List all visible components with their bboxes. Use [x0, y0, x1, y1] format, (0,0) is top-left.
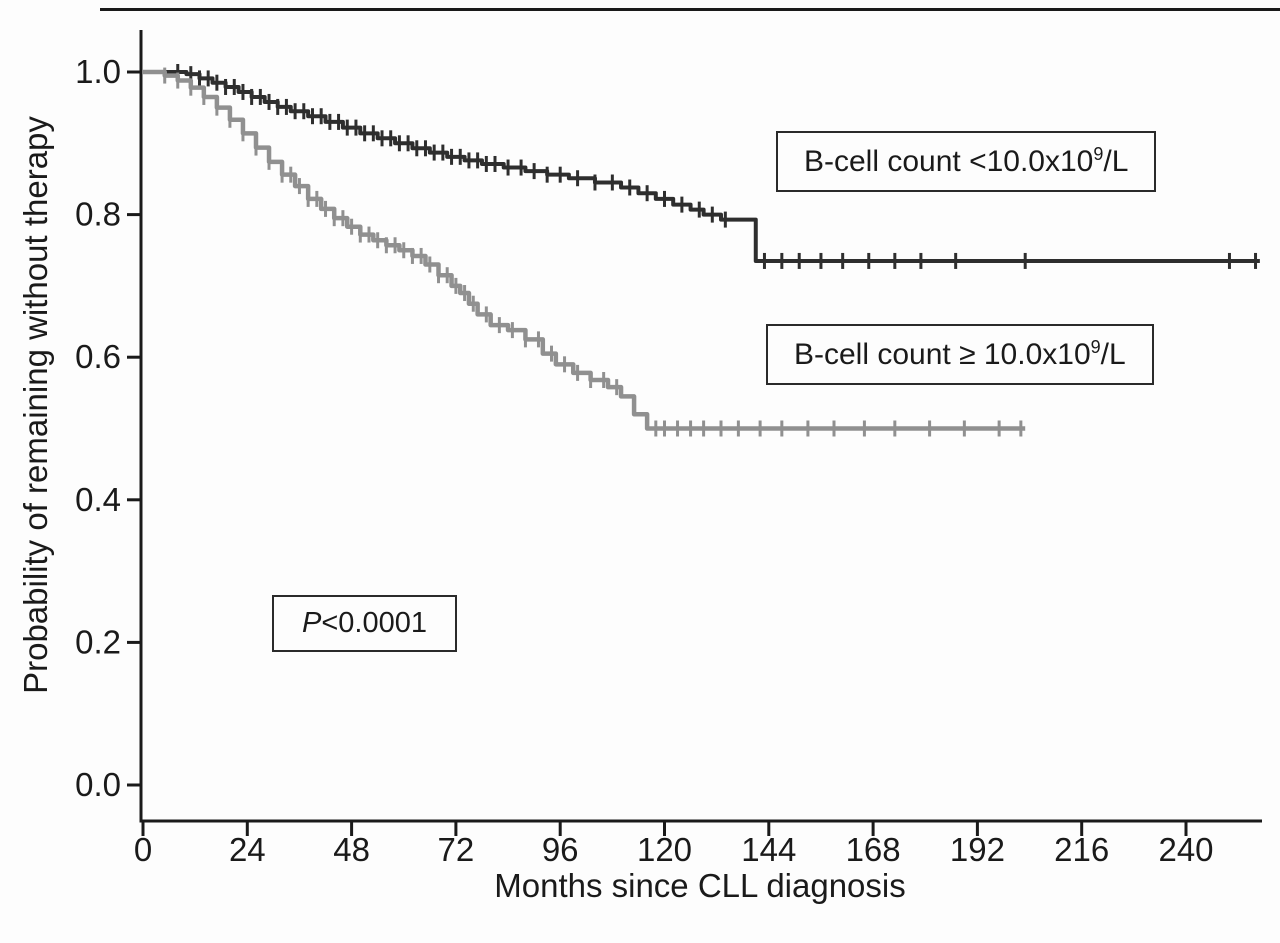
x-tick-label: 144 — [741, 831, 796, 868]
x-tick-label: 192 — [950, 831, 1005, 868]
legend-bcell-high-suffix: /L — [1100, 338, 1126, 371]
y-axis-label: Probability of remaining without therapy — [17, 116, 54, 694]
x-tick-label: 216 — [1054, 831, 1109, 868]
p-value-symbol: P — [302, 607, 322, 639]
legend-bcell-high-sup: 9 — [1090, 337, 1101, 357]
x-tick-label: 24 — [229, 831, 266, 868]
legend-bcell-low-sup: 9 — [1093, 144, 1104, 164]
legend-bcell-high: B-cell count ≥ 10.0x109/L — [766, 324, 1154, 385]
x-tick-label: 240 — [1158, 831, 1213, 868]
legend-bcell-low-suffix: /L — [1103, 145, 1129, 178]
p-value-number: <0.0001 — [321, 607, 427, 639]
y-tick-label: 0.8 — [75, 196, 121, 233]
y-tick-label: 1.0 — [75, 53, 121, 90]
legend-bcell-high-text: B-cell count ≥ 10.0x10 — [794, 338, 1091, 371]
x-axis-label: Months since CLL diagnosis — [494, 867, 906, 904]
legend-bcell-low-text: B-cell count <10.0x10 — [804, 145, 1094, 178]
p-value-annotation: P<0.0001 — [272, 595, 457, 652]
figure-top-border — [100, 8, 1280, 11]
x-tick-label: 96 — [542, 831, 579, 868]
x-tick-label: 48 — [333, 831, 370, 868]
y-tick-label: 0.2 — [75, 623, 121, 660]
x-tick-label: 72 — [438, 831, 475, 868]
y-tick-label: 0.6 — [75, 338, 121, 375]
y-tick-label: 0.4 — [75, 481, 121, 518]
legend-bcell-low: B-cell count <10.0x109/L — [776, 131, 1157, 192]
x-tick-label: 120 — [637, 831, 692, 868]
x-tick-label: 0 — [134, 831, 152, 868]
y-tick-label: 0.0 — [75, 766, 121, 803]
x-tick-label: 168 — [846, 831, 901, 868]
